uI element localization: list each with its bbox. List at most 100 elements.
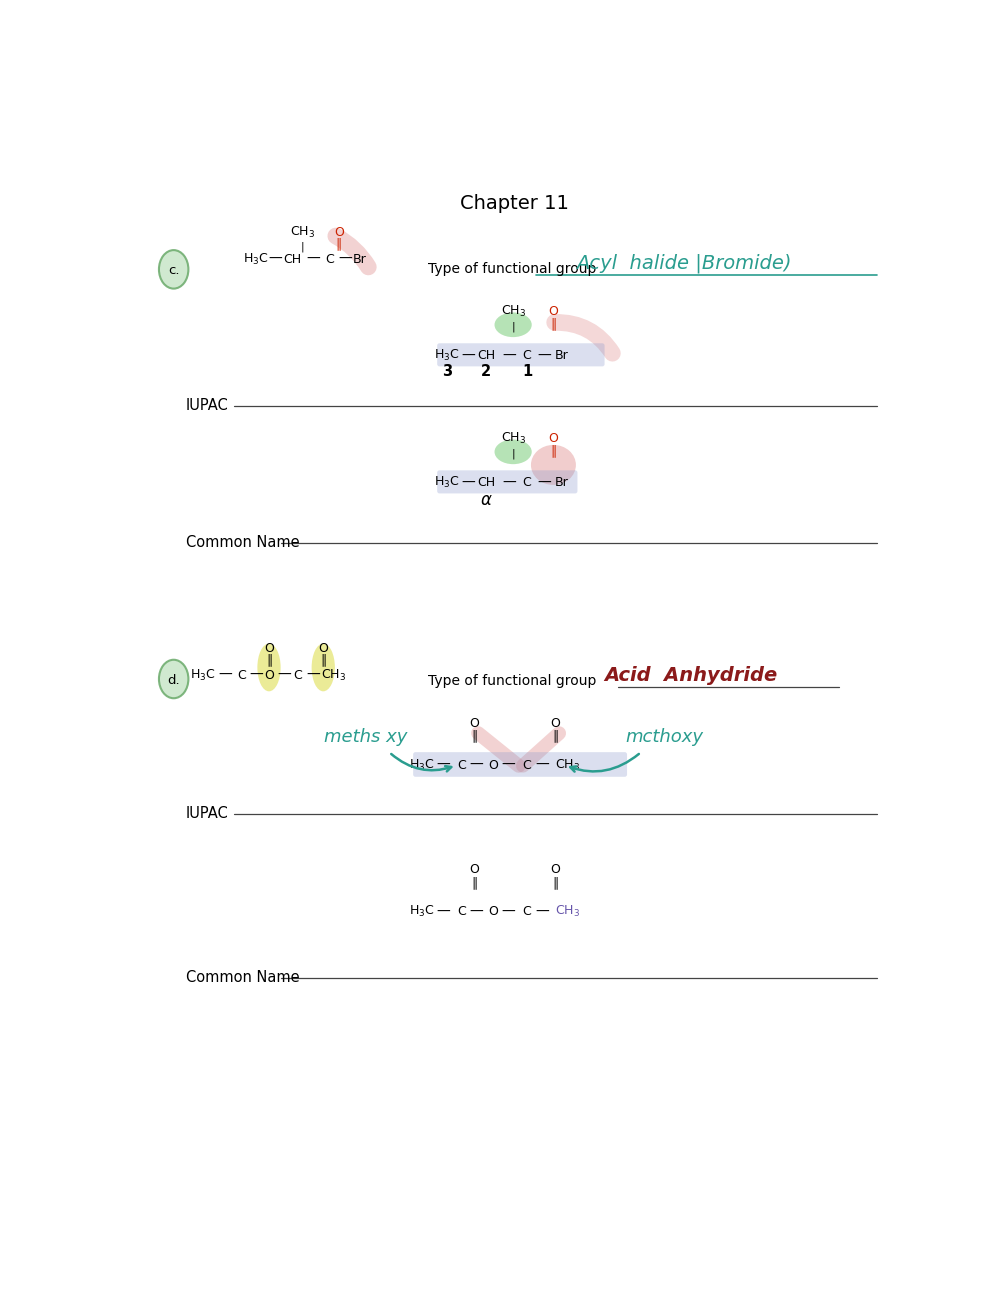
FancyArrowPatch shape [523, 733, 559, 765]
Text: Br: Br [353, 253, 367, 265]
Text: C: C [457, 759, 466, 772]
Text: Br: Br [555, 350, 568, 363]
Text: 2: 2 [481, 364, 491, 378]
FancyArrowPatch shape [555, 322, 612, 354]
Text: —: — [268, 253, 282, 267]
Text: ∥: ∥ [551, 317, 557, 330]
Text: O: O [469, 717, 479, 730]
Text: $\mathregular{CH_3}$: $\mathregular{CH_3}$ [500, 431, 526, 447]
Text: C: C [523, 477, 532, 490]
Text: —: — [249, 668, 262, 682]
Text: —: — [502, 348, 517, 363]
Text: C: C [522, 905, 531, 918]
Text: —: — [307, 253, 320, 267]
Text: CH: CH [283, 253, 302, 265]
Text: ∥: ∥ [551, 444, 557, 457]
Text: O: O [264, 642, 274, 655]
Text: C: C [237, 668, 246, 681]
Text: —: — [538, 348, 551, 363]
Text: mcthoxy: mcthoxy [625, 728, 704, 746]
Ellipse shape [312, 644, 335, 692]
Ellipse shape [494, 439, 532, 464]
Text: c.: c. [168, 264, 180, 277]
Text: O: O [488, 759, 497, 772]
Text: 3: 3 [442, 364, 452, 378]
Text: $\alpha$: $\alpha$ [479, 491, 492, 509]
Text: $\mathregular{H_3C}$: $\mathregular{H_3C}$ [190, 668, 216, 682]
Text: —: — [338, 253, 352, 267]
Text: Br: Br [555, 477, 568, 490]
Text: $\mathregular{H_3C}$: $\mathregular{H_3C}$ [243, 251, 268, 267]
Text: O: O [550, 864, 560, 877]
Text: |: | [512, 448, 515, 458]
Ellipse shape [159, 659, 188, 698]
Text: $\mathregular{H_3C}$: $\mathregular{H_3C}$ [409, 904, 434, 919]
Text: IUPAC: IUPAC [186, 807, 229, 821]
Text: O: O [334, 225, 344, 238]
Text: CH: CH [477, 350, 495, 363]
Text: IUPAC: IUPAC [186, 398, 229, 413]
Text: $\mathregular{H_3C}$: $\mathregular{H_3C}$ [434, 348, 460, 363]
Text: ∥: ∥ [321, 653, 327, 666]
Text: C: C [325, 253, 334, 265]
Text: Acyl  halide |Bromide): Acyl halide |Bromide) [576, 254, 791, 273]
Text: —: — [469, 759, 482, 772]
Text: —: — [461, 475, 475, 490]
Ellipse shape [494, 312, 532, 337]
Text: C: C [522, 759, 531, 772]
Text: $\mathregular{CH_3}$: $\mathregular{CH_3}$ [555, 758, 580, 773]
Text: ∥: ∥ [266, 653, 272, 666]
Text: —: — [277, 668, 291, 682]
Ellipse shape [159, 250, 188, 289]
FancyArrowPatch shape [336, 236, 369, 267]
FancyArrowPatch shape [478, 733, 519, 765]
Text: Type of functional group: Type of functional group [428, 673, 596, 688]
Text: O: O [488, 905, 497, 918]
Text: Type of functional group: Type of functional group [428, 263, 596, 276]
Text: d.: d. [168, 673, 180, 688]
Text: Chapter 11: Chapter 11 [460, 194, 569, 212]
Text: —: — [501, 759, 516, 772]
Text: —: — [502, 475, 517, 490]
Text: —: — [436, 904, 450, 918]
Text: Common Name: Common Name [186, 535, 299, 550]
Text: —: — [469, 904, 482, 918]
Ellipse shape [257, 644, 280, 692]
Text: O: O [549, 306, 559, 319]
Text: $\mathregular{CH_3}$: $\mathregular{CH_3}$ [555, 904, 580, 919]
FancyBboxPatch shape [437, 470, 578, 493]
Text: C: C [293, 668, 303, 681]
Text: O: O [319, 642, 329, 655]
FancyBboxPatch shape [437, 343, 605, 366]
Text: —: — [436, 759, 450, 772]
Text: $\mathregular{CH_3}$: $\mathregular{CH_3}$ [321, 668, 346, 682]
Text: |: | [512, 321, 515, 332]
Text: O: O [264, 668, 274, 681]
Text: —: — [538, 475, 551, 490]
Text: ∥: ∥ [552, 875, 558, 888]
Text: —: — [218, 668, 232, 682]
Text: $\mathregular{H_3C}$: $\mathregular{H_3C}$ [434, 475, 460, 491]
Text: |: | [300, 241, 305, 251]
Text: C: C [457, 905, 466, 918]
Text: —: — [501, 904, 516, 918]
Text: $\mathregular{CH_3}$: $\mathregular{CH_3}$ [289, 225, 315, 240]
Text: ∥: ∥ [471, 875, 477, 888]
Text: C: C [523, 350, 532, 363]
Text: CH: CH [477, 477, 495, 490]
FancyBboxPatch shape [413, 752, 627, 777]
Text: 1: 1 [522, 364, 533, 378]
Text: Acid  Anhydride: Acid Anhydride [605, 666, 778, 685]
Text: $\mathregular{H_3C}$: $\mathregular{H_3C}$ [409, 758, 434, 773]
Text: ∥: ∥ [336, 237, 342, 250]
Text: —: — [535, 904, 549, 918]
Text: $\mathregular{CH_3}$: $\mathregular{CH_3}$ [500, 304, 526, 320]
Text: ∥: ∥ [552, 729, 558, 742]
Text: Common Name: Common Name [186, 970, 299, 985]
Text: ∥: ∥ [471, 729, 477, 742]
Text: meths xy: meths xy [325, 728, 408, 746]
Text: O: O [550, 717, 560, 730]
Text: —: — [461, 348, 475, 363]
Text: —: — [535, 759, 549, 772]
Ellipse shape [531, 445, 576, 484]
